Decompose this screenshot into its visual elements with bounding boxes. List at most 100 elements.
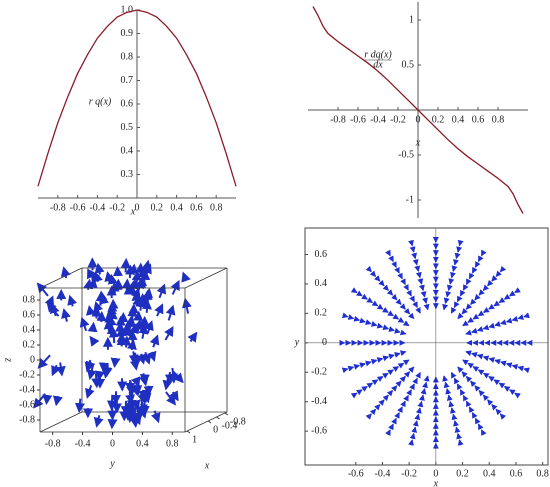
- field-arrow: [451, 413, 458, 421]
- field-arrow: [495, 270, 502, 277]
- field-arrow: [403, 284, 409, 291]
- field-arrow: [400, 278, 406, 286]
- field-arrow: [498, 297, 506, 304]
- field-arrow: [476, 353, 484, 360]
- field-arrow: [420, 291, 427, 298]
- field-arrow: [365, 413, 372, 420]
- field-arrow: [415, 407, 422, 414]
- field-arrow: [108, 327, 119, 344]
- x-tick-label: 1: [192, 434, 197, 445]
- x-tick-label: 0.8: [492, 114, 505, 125]
- field-arrow: [468, 272, 475, 280]
- field-arrow: [450, 407, 456, 414]
- field-arrow: [394, 352, 401, 358]
- x-tick-label: 0.4: [483, 468, 496, 479]
- field-arrow: [181, 271, 191, 283]
- field-arrow: [399, 375, 406, 383]
- field-arrow: [125, 391, 136, 405]
- field-arrow: [131, 270, 142, 286]
- field-arrow: [366, 382, 374, 389]
- field-arrow: [454, 426, 461, 433]
- field-arrow: [391, 417, 397, 425]
- x-tick-label: -0.4: [222, 420, 238, 431]
- field-arrow: [370, 358, 378, 365]
- field-arrow: [414, 413, 421, 421]
- x-tick-label: 0.8: [210, 202, 223, 213]
- field-arrow: [459, 389, 466, 396]
- field-arrow: [132, 355, 143, 367]
- field-arrow: [397, 316, 405, 323]
- field-arrow: [146, 350, 157, 362]
- field-arrow: [423, 303, 430, 311]
- field-arrow: [468, 406, 475, 414]
- field-arrow: [128, 263, 139, 275]
- field-arrow: [103, 319, 114, 332]
- field-arrow: [457, 312, 464, 320]
- field-arrow: [392, 313, 400, 320]
- field-arrow: [462, 284, 469, 291]
- field-arrow: [408, 366, 415, 373]
- field-arrow: [505, 317, 513, 324]
- x-axis-label: x: [204, 460, 210, 471]
- field-arrow: [482, 355, 490, 362]
- field-arrow: [417, 400, 424, 408]
- field-arrow: [443, 297, 450, 304]
- field-arrow: [412, 377, 418, 385]
- field-arrow: [371, 379, 379, 386]
- y-tick-label: 0.4: [315, 278, 328, 289]
- field-arrow: [517, 365, 525, 372]
- field-arrow: [465, 303, 473, 310]
- field-arrow: [125, 264, 136, 279]
- y-tick-label: 0.2: [315, 308, 328, 319]
- field-arrow: [402, 359, 410, 366]
- field-arrow: [453, 259, 459, 266]
- field-arrow: [129, 414, 140, 428]
- field-arrow: [385, 429, 391, 436]
- field-arrow: [37, 354, 51, 369]
- field-arrow: [143, 287, 154, 301]
- field-arrow: [450, 271, 456, 279]
- field-arrow: [420, 388, 427, 395]
- field-arrow: [456, 383, 463, 391]
- field-arrow: [144, 320, 154, 334]
- field-arrow: [457, 439, 464, 446]
- field-arrow: [472, 313, 480, 320]
- x-tick-label: 0.2: [432, 114, 445, 125]
- field-arrow: [465, 400, 472, 408]
- field-arrow: [412, 420, 419, 427]
- field-arrow: [480, 429, 487, 436]
- field-arrow: [350, 287, 358, 294]
- field-arrow: [361, 385, 368, 392]
- field-arrow: [164, 325, 174, 341]
- field-arrow: [514, 287, 521, 294]
- field-arrow: [477, 369, 485, 376]
- box-edge: [184, 411, 228, 433]
- field-arrow: [376, 376, 384, 382]
- field-arrow: [386, 289, 394, 296]
- x-tick-label: -0.2: [401, 468, 417, 479]
- y-tick-label: -0.4: [311, 396, 327, 407]
- field-arrow: [67, 294, 77, 307]
- field-arrow: [411, 252, 418, 260]
- field-arrow: [408, 239, 414, 247]
- field-arrow: [503, 293, 511, 300]
- field-arrow: [487, 399, 494, 406]
- field-arrow: [465, 278, 472, 286]
- x-tick-label: -0.6: [70, 202, 86, 213]
- y-axis-label: y: [109, 458, 115, 469]
- x-tick: [207, 420, 212, 424]
- x-tick-label: -0.6: [350, 114, 366, 125]
- field-arrow: [422, 381, 428, 389]
- field-arrow: [353, 364, 361, 370]
- field-arrow: [462, 320, 469, 327]
- x-axis-label: x: [415, 137, 421, 148]
- field-arrow: [169, 390, 179, 402]
- field-arrow: [418, 284, 425, 292]
- box-edge: [184, 267, 228, 289]
- curve: [312, 6, 524, 214]
- field-arrow: [154, 303, 164, 317]
- field-arrow: [498, 382, 506, 389]
- z-tick-label: 0.2: [23, 339, 36, 350]
- field-arrow: [85, 304, 96, 316]
- z-tick-label: 0.8: [23, 294, 36, 305]
